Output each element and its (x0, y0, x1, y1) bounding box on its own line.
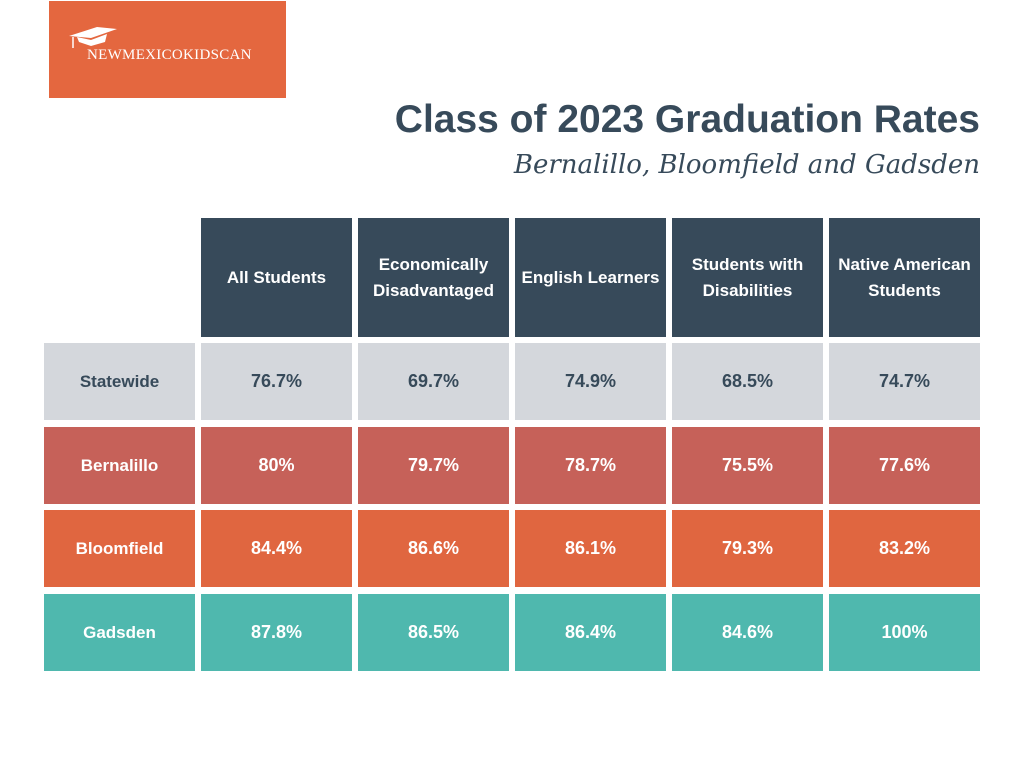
rate-cell: 84.6% (672, 594, 823, 671)
column-header: Economically Disadvantaged (358, 218, 509, 337)
logo-wordmark: NEWMEXICOKIDSCAN (87, 47, 252, 63)
rate-cell: 78.7% (515, 427, 666, 504)
page-title: Class of 2023 Graduation Rates (394, 98, 980, 141)
rate-cell: 77.6% (829, 427, 980, 504)
rate-cell: 76.7% (201, 343, 352, 420)
graduation-cap-icon (69, 27, 117, 48)
column-header: Students with Disabilities (672, 218, 823, 337)
row-label: Statewide (44, 343, 195, 420)
rate-cell: 79.7% (358, 427, 509, 504)
rate-cell: 68.5% (672, 343, 823, 420)
rate-cell: 75.5% (672, 427, 823, 504)
rate-cell: 87.8% (201, 594, 352, 671)
page-subtitle: Bernalillo, Bloomfield and Gadsden (513, 150, 980, 180)
row-label: Bloomfield (44, 510, 195, 587)
rate-cell: 80% (201, 427, 352, 504)
column-header: Native American Students (829, 218, 980, 337)
row-label: Bernalillo (44, 427, 195, 504)
column-header: English Learners (515, 218, 666, 337)
column-header: All Students (201, 218, 352, 337)
rate-cell: 86.4% (515, 594, 666, 671)
rate-cell: 84.4% (201, 510, 352, 587)
rate-cell: 83.2% (829, 510, 980, 587)
logo: NEWMEXICOKIDSCAN (49, 1, 286, 98)
rate-cell: 86.1% (515, 510, 666, 587)
rate-cell: 74.7% (829, 343, 980, 420)
row-label: Gadsden (44, 594, 195, 671)
rate-cell: 69.7% (358, 343, 509, 420)
rate-cell: 86.6% (358, 510, 509, 587)
rate-cell: 79.3% (672, 510, 823, 587)
rate-cell: 74.9% (515, 343, 666, 420)
rate-cell: 100% (829, 594, 980, 671)
rate-cell: 86.5% (358, 594, 509, 671)
